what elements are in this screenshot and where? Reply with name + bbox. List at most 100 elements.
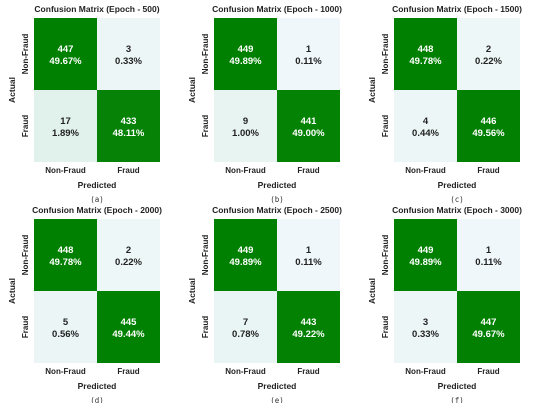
heatmap-cell <box>457 18 520 90</box>
heatmap-cell <box>214 219 277 291</box>
heatmap-cell <box>34 291 97 363</box>
x-axis-title: Predicted <box>438 180 477 190</box>
heatmap-cell <box>97 291 160 363</box>
y-axis-title: Actual <box>367 278 377 304</box>
y-axis-title: Actual <box>7 77 17 103</box>
y-tick-label: Fraud <box>381 115 390 137</box>
x-tick-label: Fraud <box>477 166 499 175</box>
x-tick-label: Fraud <box>297 166 319 175</box>
y-tick-label: Non-Fraud <box>381 34 390 75</box>
heatmap-cell <box>394 291 457 363</box>
heatmap-cell <box>34 18 97 90</box>
y-tick-label: Non-Fraud <box>201 235 210 276</box>
y-tick-label: Fraud <box>201 115 210 137</box>
cell-percentage-label: 49.89% <box>409 257 442 268</box>
heatmap-cell <box>394 90 457 162</box>
cell-count-label: 9 <box>243 116 248 127</box>
cell-count-label: 5 <box>63 317 69 328</box>
cell-percentage-label: 49.67% <box>472 329 505 340</box>
cell-count-label: 443 <box>301 317 317 328</box>
cell-percentage-label: 0.44% <box>412 128 439 139</box>
heatmap-cell <box>277 18 340 90</box>
cell-percentage-label: 49.78% <box>409 56 442 67</box>
cell-count-label: 1 <box>306 44 312 55</box>
heatmap-cell <box>97 90 160 162</box>
y-tick-label: Fraud <box>201 316 210 338</box>
cell-percentage-label: 0.11% <box>475 257 502 268</box>
heatmap-cell <box>277 219 340 291</box>
cell-percentage-label: 0.11% <box>295 257 322 268</box>
cell-count-label: 3 <box>423 317 428 328</box>
panel-title: Confusion Matrix (Epoch - 1000) <box>212 4 342 14</box>
confusion-matrix-panel: Confusion Matrix (Epoch - 1000) 44949.89%… <box>187 4 342 204</box>
panel-title: Confusion Matrix (Epoch - 3000) <box>392 205 522 215</box>
cell-count-label: 433 <box>121 116 137 127</box>
cell-count-label: 448 <box>58 245 74 256</box>
cell-percentage-label: 49.22% <box>292 329 325 340</box>
y-axis-title: Actual <box>187 77 197 103</box>
cell-percentage-label: 49.00% <box>292 128 325 139</box>
panel-caption: (c) <box>450 195 464 204</box>
cell-percentage-label: 49.67% <box>49 56 82 67</box>
heatmap-cell <box>457 291 520 363</box>
cell-count-label: 4 <box>423 116 429 127</box>
y-axis-title: Actual <box>367 77 377 103</box>
x-axis-title: Predicted <box>78 381 117 391</box>
cell-count-label: 441 <box>301 116 318 127</box>
x-tick-label: Non-Fraud <box>45 166 86 175</box>
cell-percentage-label: 49.56% <box>472 128 505 139</box>
cell-count-label: 7 <box>243 317 248 328</box>
cell-percentage-label: 0.56% <box>52 329 79 340</box>
panel-caption: (b) <box>270 195 284 204</box>
cell-percentage-label: 49.89% <box>229 257 262 268</box>
panel-title: Confusion Matrix (Epoch - 1500) <box>392 4 522 14</box>
cell-count-label: 3 <box>126 44 131 55</box>
heatmap-cell <box>34 219 97 291</box>
cell-count-label: 449 <box>418 245 434 256</box>
heatmap-cell <box>457 219 520 291</box>
cell-count-label: 447 <box>58 44 74 55</box>
cell-percentage-label: 48.11% <box>113 128 145 139</box>
cell-count-label: 1 <box>306 245 312 256</box>
y-tick-label: Non-Fraud <box>201 34 210 75</box>
cell-percentage-label: 0.22% <box>475 56 502 67</box>
panel-title: Confusion Matrix (Epoch - 2500) <box>212 205 342 215</box>
heatmap-cell <box>214 291 277 363</box>
y-axis-title: Actual <box>7 278 17 304</box>
cell-percentage-label: 1.00% <box>232 128 259 139</box>
panel-title: Confusion Matrix (Epoch - 500) <box>34 4 159 14</box>
cell-percentage-label: 49.89% <box>229 56 262 67</box>
x-tick-label: Non-Fraud <box>405 367 446 376</box>
heatmap-cell <box>97 219 160 291</box>
cell-count-label: 445 <box>121 317 138 328</box>
x-tick-label: Fraud <box>477 367 499 376</box>
y-tick-label: Non-Fraud <box>21 235 30 276</box>
cell-percentage-label: 0.22% <box>115 257 142 268</box>
y-axis-title: Actual <box>187 278 197 304</box>
x-axis-title: Predicted <box>78 180 117 190</box>
y-tick-label: Fraud <box>21 115 30 137</box>
heatmap-cell <box>214 90 277 162</box>
heatmap-cell <box>394 219 457 291</box>
cell-count-label: 449 <box>238 245 254 256</box>
cell-percentage-label: 49.78% <box>49 257 82 268</box>
cell-percentage-label: 1.89% <box>52 128 79 139</box>
panel-caption: (a) <box>90 195 104 204</box>
heatmap-cell <box>394 18 457 90</box>
cell-count-label: 1 <box>486 245 492 256</box>
heatmap-cell <box>214 18 277 90</box>
x-tick-label: Fraud <box>117 367 139 376</box>
cell-percentage-label: 0.78% <box>232 329 259 340</box>
confusion-matrix-panel: Confusion Matrix (Epoch - 3000) 44949.89%… <box>367 205 522 403</box>
cell-count-label: 446 <box>481 116 497 127</box>
cell-count-label: 2 <box>486 44 491 55</box>
confusion-matrix-panel: Confusion Matrix (Epoch - 2000) 44849.78%… <box>7 205 162 403</box>
x-axis-title: Predicted <box>258 180 297 190</box>
x-tick-label: Non-Fraud <box>225 166 266 175</box>
cell-count-label: 2 <box>126 245 131 256</box>
heatmap-cell <box>34 90 97 162</box>
panel-title: Confusion Matrix (Epoch - 2000) <box>32 205 162 215</box>
confusion-matrix-panel: Confusion Matrix (Epoch - 1500) 44849.78%… <box>367 4 522 204</box>
